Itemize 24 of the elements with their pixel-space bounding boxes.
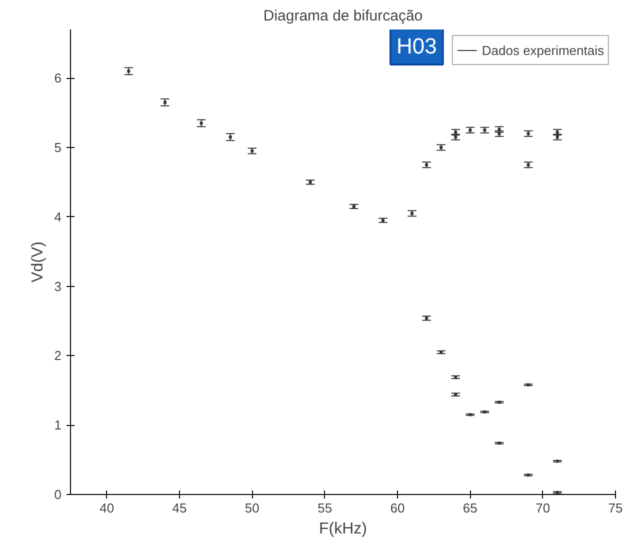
x-tick-label: 60 [390,500,405,516]
y-tick-label: 1 [54,418,62,433]
chart-title: Diagrama de bifurcação [263,8,423,24]
y-tick-label: 4 [54,209,62,224]
x-tick-label: 55 [318,500,332,516]
point [163,100,166,104]
y-tick-label: 2 [54,348,62,364]
x-tick-label: 70 [536,500,550,516]
point [228,136,232,139]
annotation: H03 [396,34,437,58]
legend-label: Dados experimentais [482,42,604,58]
point [200,122,203,125]
x-tick-label: 50 [244,500,260,516]
x-tick-label: 65 [462,500,478,516]
x-tick-label: 45 [172,500,187,516]
x-tick-label: 40 [100,500,114,516]
x-tick-label: 75 [608,500,623,516]
y-tick-label: 0 [54,487,62,502]
point [127,70,130,73]
y-axis-title: Vd(V) [29,242,46,282]
y-tick-label: 6 [54,70,62,86]
y-tick-label: 5 [54,140,62,155]
y-tick-label: 3 [54,278,62,294]
x-axis-title: F(kHz) [319,520,367,538]
